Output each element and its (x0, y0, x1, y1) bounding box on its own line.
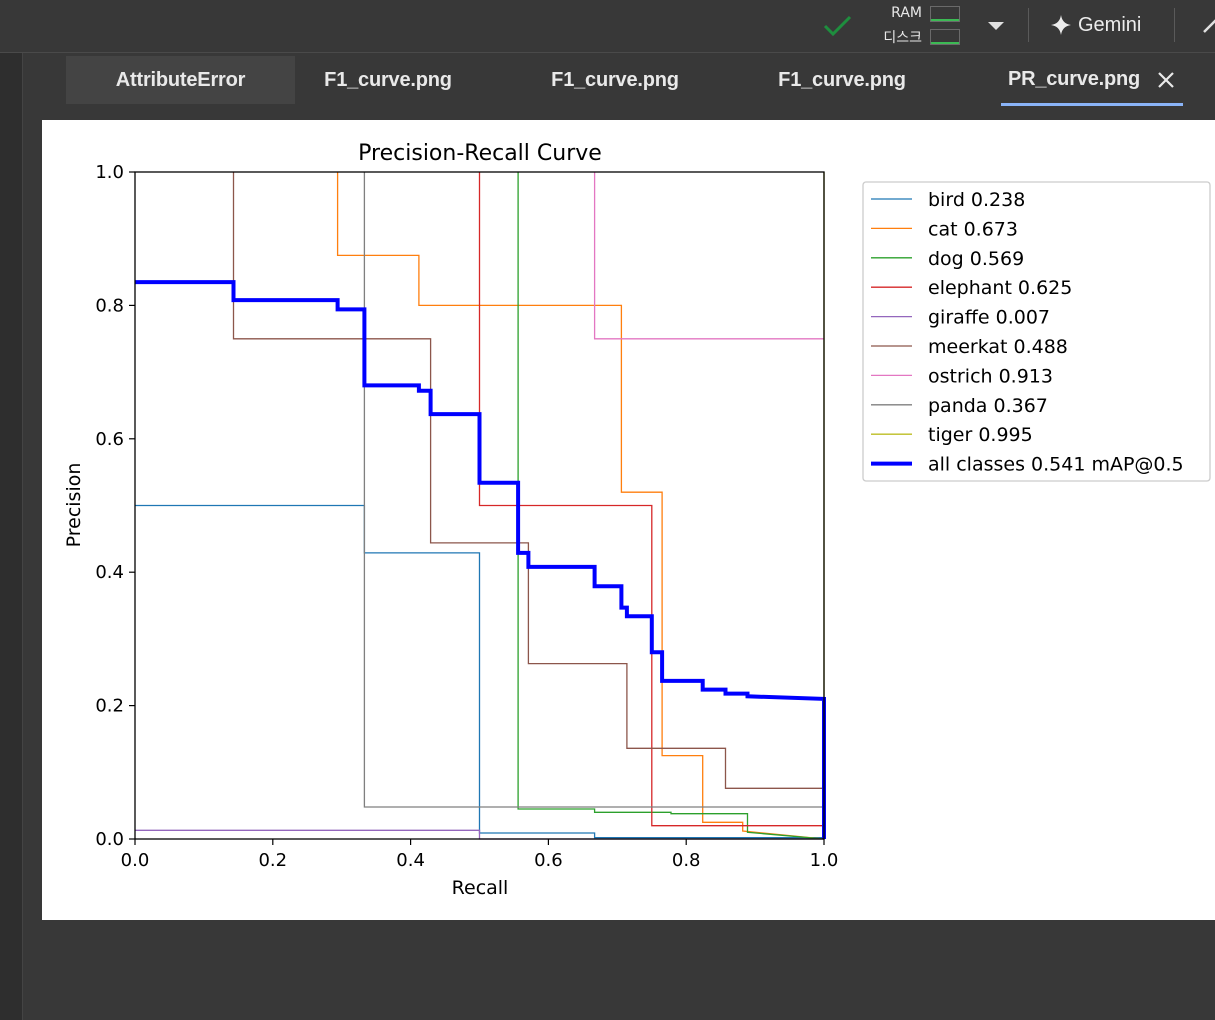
series-line-5 (232, 172, 824, 789)
disk-meter (930, 29, 960, 45)
series-line-1 (336, 172, 825, 840)
y-tick-label: 0.2 (95, 696, 124, 717)
series-line-0 (135, 504, 824, 839)
plot-frame (134, 171, 825, 840)
resource-monitor[interactable]: RAM 디스크 (868, 3, 964, 49)
tab-f1-curve-3[interactable]: F1_curve.png (749, 56, 935, 104)
expand-icon[interactable] (1198, 12, 1215, 38)
pr-curve-chart: Precision-Recall Curve 0.0 0.2 0.4 0.6 0.8 1.… (63, 141, 1211, 899)
legend-label: giraffe 0.007 (928, 307, 1050, 329)
tab-label: F1_curve.png (324, 68, 452, 91)
y-tick-label: 0.4 (95, 562, 124, 583)
legend-label: tiger 0.995 (928, 424, 1033, 446)
chart-title: Precision-Recall Curve (358, 141, 602, 166)
close-icon[interactable] (1156, 70, 1176, 90)
ram-meter (930, 6, 960, 22)
x-tick-label: 0.4 (396, 850, 425, 871)
y-axis: 0.0 0.2 0.4 0.6 0.8 1.0 (95, 162, 135, 850)
gemini-label: Gemini (1078, 13, 1142, 36)
tab-attributeerror[interactable]: AttributeError (66, 56, 295, 104)
disk-label: 디스크 (883, 30, 922, 46)
y-tick-label: 1.0 (95, 162, 124, 183)
tab-label: F1_curve.png (778, 68, 906, 91)
x-tick-label: 0.6 (534, 850, 563, 871)
y-axis-label: Precision (63, 463, 85, 548)
series-line-3 (478, 172, 824, 827)
plot-lines (135, 172, 826, 840)
legend-label: cat 0.673 (928, 218, 1018, 240)
y-tick-label: 0.6 (95, 429, 124, 450)
legend-label: all classes 0.541 mAP@0.5 (928, 454, 1184, 476)
connected-check-icon (823, 15, 852, 37)
gemini-sparkle-icon (1051, 15, 1071, 35)
tab-pr-curve[interactable]: PR_curve.png (1001, 56, 1183, 106)
x-tick-label: 1.0 (810, 850, 839, 871)
x-tick-label: 0.8 (672, 850, 701, 871)
tab-label: AttributeError (115, 68, 246, 91)
legend-label: dog 0.569 (928, 248, 1024, 270)
tab-label: F1_curve.png (551, 68, 679, 91)
toolbar-divider (1028, 8, 1029, 42)
y-tick-label: 0.8 (95, 295, 124, 316)
tab-f1-curve-1[interactable]: F1_curve.png (295, 56, 481, 104)
legend-box (862, 181, 1211, 482)
toolbar-divider (1174, 8, 1175, 42)
chevron-down-icon[interactable] (985, 18, 1007, 34)
series-line-6 (593, 172, 824, 340)
ram-label: RAM (891, 5, 922, 21)
left-side-strip (0, 53, 23, 1020)
legend-label: meerkat 0.488 (928, 336, 1068, 358)
series-line-9 (135, 280, 826, 839)
tab-label: PR_curve.png (1007, 68, 1141, 90)
top-toolbar: RAM 디스크 Gemini (0, 0, 1215, 53)
x-axis: 0.0 0.2 0.4 0.6 0.8 1.0 (121, 839, 839, 871)
x-axis-label: Recall (452, 877, 509, 899)
legend: bird 0.238 cat 0.673 dog 0.569 elephant 0.6… (862, 181, 1211, 482)
image-viewer: Precision-Recall Curve 0.0 0.2 0.4 0.6 0.8 1.… (42, 120, 1215, 920)
legend-label: elephant 0.625 (928, 277, 1072, 299)
legend-label: bird 0.238 (928, 189, 1025, 211)
x-tick-label: 0.2 (258, 850, 287, 871)
y-tick-label: 0.0 (95, 829, 124, 850)
tab-bar: AttributeError F1_curve.png F1_curve.png… (66, 56, 1215, 106)
tab-f1-curve-2[interactable]: F1_curve.png (522, 56, 708, 104)
x-tick-label: 0.0 (121, 850, 150, 871)
legend-label: ostrich 0.913 (928, 365, 1053, 387)
legend-label: panda 0.367 (928, 395, 1048, 417)
gemini-button[interactable]: Gemini (1050, 8, 1141, 42)
